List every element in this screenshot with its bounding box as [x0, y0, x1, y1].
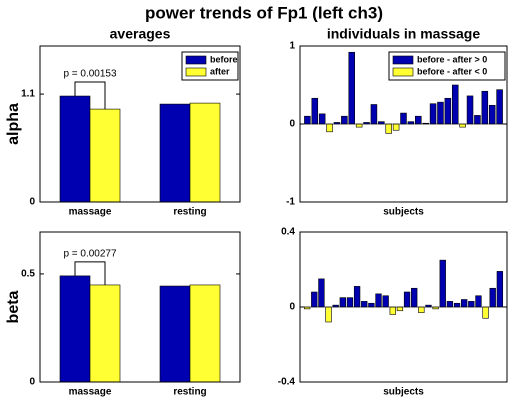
axes-frame	[299, 231, 508, 383]
bar	[189, 102, 221, 203]
legend-label: before - after > 0	[417, 54, 487, 64]
bar	[415, 115, 422, 125]
y-tick-label: -1	[286, 197, 295, 208]
bar	[461, 299, 468, 308]
y-tick-label: 0.5	[21, 269, 35, 280]
bar	[318, 278, 325, 308]
y-tick-label: 0	[29, 377, 35, 388]
bar	[311, 291, 318, 308]
y-tick-label: 1	[289, 41, 295, 52]
x-axis-label: subjects	[383, 387, 424, 398]
bar	[392, 123, 400, 131]
legend-swatch	[185, 67, 207, 77]
bar	[474, 115, 481, 125]
bar	[453, 302, 461, 308]
significance-bracket	[74, 261, 106, 285]
bar	[318, 113, 326, 125]
bar	[348, 51, 356, 125]
x-axis-label: subjects	[383, 207, 424, 218]
legend-swatch	[185, 55, 207, 65]
figure-title: power trends of Fp1 (left ch3)	[145, 3, 383, 22]
significance-bracket	[74, 81, 106, 110]
axes-frame	[39, 231, 241, 383]
bar	[370, 104, 378, 125]
bar	[346, 297, 354, 308]
bar	[89, 284, 121, 383]
legend-label: after	[210, 66, 230, 76]
bar	[439, 259, 446, 308]
y-axis-label: alpha	[5, 103, 22, 145]
bar	[385, 123, 392, 134]
panel-title: averages	[110, 26, 171, 42]
bar	[159, 285, 191, 383]
y-tick-label: -0.4	[278, 377, 296, 388]
axes-frame	[39, 45, 241, 203]
bar	[304, 115, 311, 125]
bar	[326, 123, 333, 133]
bar	[368, 302, 375, 308]
bar	[311, 97, 319, 125]
bar	[482, 306, 489, 319]
legend-label: before - after < 0	[417, 66, 487, 76]
bar	[355, 123, 363, 128]
x-tick-label: resting	[173, 387, 206, 398]
y-axis-label: beta	[5, 290, 22, 323]
legend-label: before	[210, 54, 238, 64]
axes-frame	[299, 45, 508, 203]
bar	[411, 287, 418, 308]
bar	[389, 306, 396, 315]
x-tick-label: resting	[173, 207, 206, 218]
bar	[325, 306, 332, 323]
bar	[378, 121, 385, 125]
legend-swatch	[392, 67, 414, 77]
bar	[429, 103, 437, 125]
bar	[418, 306, 425, 313]
bar	[403, 291, 411, 308]
bar	[339, 297, 346, 308]
bar	[459, 123, 466, 128]
panel-title: individuals in massage	[327, 26, 480, 42]
x-tick-label: massage	[69, 207, 112, 218]
bar	[475, 295, 482, 308]
bar	[496, 89, 503, 125]
bar	[382, 295, 389, 308]
bar	[375, 293, 382, 308]
bar	[446, 301, 454, 308]
y-tick-label: 0	[289, 119, 295, 130]
bar	[496, 271, 504, 308]
legend-swatch	[392, 55, 414, 65]
bar	[407, 121, 415, 125]
bar	[451, 84, 459, 125]
y-tick-label: 0	[289, 302, 295, 313]
bar	[341, 115, 348, 125]
bar	[468, 301, 475, 308]
bar	[159, 103, 191, 203]
bar	[361, 301, 368, 308]
bar	[444, 97, 452, 125]
y-tick-label: 0.4	[281, 227, 295, 238]
bar	[400, 112, 407, 125]
bar	[481, 90, 489, 125]
bar	[89, 108, 121, 203]
bar	[466, 95, 474, 125]
bar	[437, 101, 444, 125]
bar	[396, 306, 404, 312]
bar	[189, 284, 221, 383]
bar	[353, 286, 361, 308]
annotation: p = 0.00153	[63, 69, 117, 80]
bar	[59, 275, 91, 383]
y-tick-label: 0	[29, 197, 35, 208]
bar	[489, 287, 496, 308]
x-tick-label: massage	[69, 387, 112, 398]
bar	[488, 104, 496, 125]
annotation: p = 0.00277	[63, 249, 117, 260]
y-tick-label: 1.1	[21, 89, 35, 100]
bar	[59, 95, 91, 203]
